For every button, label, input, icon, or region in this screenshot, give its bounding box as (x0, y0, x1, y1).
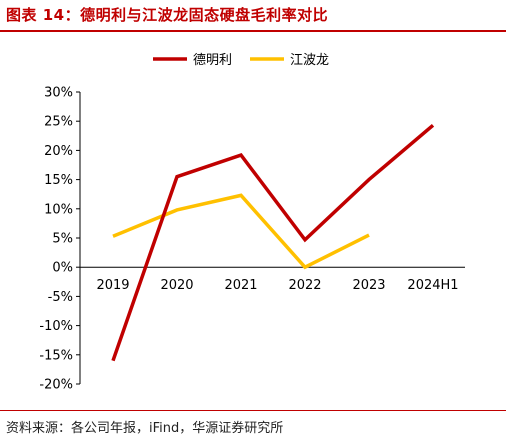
title-divider (0, 30, 506, 32)
x-tick-label: 2019 (96, 278, 129, 293)
source-note: 资料来源：各公司年报，iFind，华源证券研究所 (6, 421, 284, 436)
y-tick-label: 25% (44, 115, 73, 130)
y-tick-label: -20% (39, 378, 73, 393)
y-tick-label: 20% (44, 144, 73, 159)
chart-title: 图表 14：德明利与江波龙固态硬盘毛利率对比 (6, 6, 329, 24)
footer-divider (0, 410, 506, 411)
y-tick-label: 15% (44, 173, 73, 188)
chart-legend: 德明利 江波龙 (153, 53, 329, 68)
x-tick-label: 2020 (160, 278, 193, 293)
line-chart: 德明利 江波龙 30% 25% 20% 15% 10% 5% 0% -5% -10% -15% -20… (39, 53, 465, 393)
y-tick-label: 30% (44, 86, 73, 101)
x-tick-label: 2021 (224, 278, 257, 293)
y-tick-label: 10% (44, 202, 73, 217)
series-line-0 (111, 123, 435, 362)
x-tick-label: 2022 (288, 278, 321, 293)
y-tick-label: -10% (39, 319, 73, 334)
legend-label-1: 江波龙 (290, 53, 329, 68)
y-tick-label: 5% (52, 232, 73, 247)
x-axis: 2019 2020 2021 2022 2023 2024H1 (80, 266, 465, 293)
legend-label-0: 德明利 (193, 53, 232, 68)
series-line-1 (112, 193, 370, 270)
x-tick-label: 2024H1 (407, 278, 458, 293)
chart-series (111, 123, 435, 362)
y-tick-label: -15% (39, 348, 73, 363)
x-tick-label: 2023 (352, 278, 385, 293)
y-axis: 30% 25% 20% 15% 10% 5% 0% -5% -10% -15% -20% (39, 86, 81, 393)
y-tick-label: 0% (52, 261, 73, 276)
y-tick-label: -5% (48, 290, 73, 305)
